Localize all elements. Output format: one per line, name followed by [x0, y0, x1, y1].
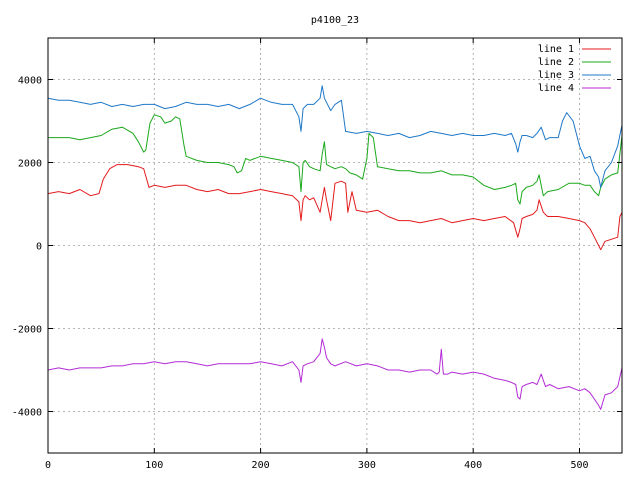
x-tick-label: 100: [145, 460, 163, 471]
y-tick-label: 2000: [18, 159, 42, 170]
x-tick-label: 200: [252, 460, 270, 471]
y-tick-label: 4000: [18, 76, 42, 87]
x-tick-label: 400: [464, 460, 482, 471]
series-line-2: [48, 114, 623, 205]
y-tick-label: 0: [36, 242, 42, 253]
series-line-4: [47, 338, 623, 410]
legend: line 1 line 2 line 3 line 4: [538, 44, 611, 94]
y-tick-label: -4000: [12, 408, 42, 419]
series-line-3: [47, 85, 623, 188]
chart-title: p4100_23: [311, 15, 359, 26]
x-tick-label: 500: [570, 460, 588, 471]
y-tick-label: -2000: [12, 325, 42, 336]
grid-layer: [48, 38, 622, 453]
series-line-1: [47, 164, 623, 251]
x-tick-label: 0: [45, 460, 51, 471]
legend-label-3: line 3: [538, 70, 574, 81]
legend-label-2: line 2: [538, 57, 574, 68]
x-tick-label: 300: [358, 460, 376, 471]
series-layer: [47, 85, 623, 410]
legend-label-1: line 1: [538, 44, 574, 55]
legend-label-4: line 4: [538, 83, 574, 94]
axis-layer: 0 100 200 300 400 500 -4000 -2000 0 2000 4000: [12, 38, 622, 471]
plot-frame: [47, 37, 623, 454]
